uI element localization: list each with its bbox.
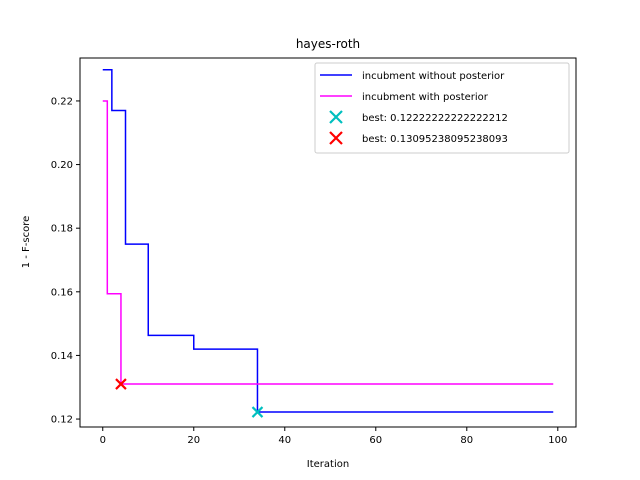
- legend-label-2: best: 0.12222222222222212: [362, 113, 508, 124]
- legend-label-3: best: 0.13095238095238093: [362, 134, 508, 145]
- best-marker-1: [115, 378, 127, 390]
- best-marker-0: [251, 406, 264, 418]
- legend-swatch-3: [329, 131, 343, 145]
- x-tick-label-4: 80: [460, 435, 473, 446]
- x-tick-label-2: 40: [278, 435, 291, 446]
- x-axis: 0 20 40 60 80 100: [100, 427, 567, 446]
- x-tick-label-3: 60: [369, 435, 382, 446]
- legend-label-0: incubment without posterior: [362, 71, 505, 82]
- y-tick-label-5: 0.22: [51, 96, 73, 107]
- x-tick-label-5: 100: [548, 435, 567, 446]
- y-axis: 0.12 0.14 0.16 0.18 0.20 0.22: [51, 96, 80, 426]
- legend-label-1: incubment with posterior: [362, 92, 489, 103]
- x-tick-label-1: 20: [187, 435, 200, 446]
- legend: incubment without posterior incubment wit…: [314, 62, 570, 154]
- y-tick-label-3: 0.18: [51, 224, 73, 235]
- chart-title: hayes-roth: [296, 37, 360, 51]
- y-tick-label-4: 0.20: [51, 160, 73, 171]
- y-tick-label-0: 0.12: [51, 415, 73, 426]
- y-tick-label-2: 0.16: [51, 287, 73, 298]
- legend-swatch-2: [329, 110, 343, 124]
- plot-frame: [79, 57, 577, 428]
- x-tick-label-0: 0: [100, 435, 106, 446]
- series-line-0: [102, 69, 554, 413]
- legend-box: [314, 62, 570, 154]
- y-axis-label: 1 - F-score: [21, 216, 32, 269]
- plot-markers: [115, 378, 264, 418]
- x-axis-label: Iteration: [307, 459, 349, 470]
- y-tick-label-1: 0.14: [51, 351, 73, 362]
